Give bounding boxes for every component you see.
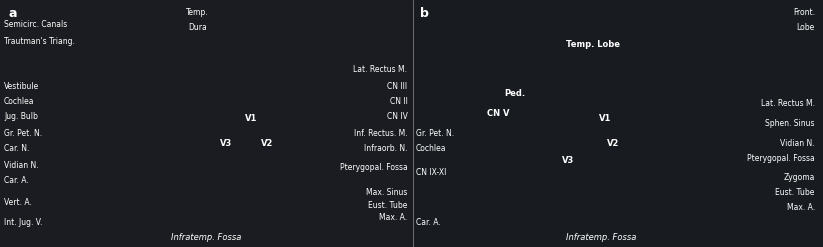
Text: CN III: CN III <box>388 82 407 91</box>
Text: Max. A.: Max. A. <box>379 213 407 222</box>
Text: V3: V3 <box>221 139 232 148</box>
Text: Car. A.: Car. A. <box>416 218 440 227</box>
Text: Gr. Pet. N.: Gr. Pet. N. <box>4 129 42 138</box>
Text: Int. Jug. V.: Int. Jug. V. <box>4 218 43 227</box>
Text: Temp.: Temp. <box>186 8 209 17</box>
Text: Eust. Tube: Eust. Tube <box>368 201 407 209</box>
Bar <box>0 0 413 247</box>
Text: V1: V1 <box>598 114 611 123</box>
Text: Pterygopal. Fossa: Pterygopal. Fossa <box>747 154 815 163</box>
Text: CN V: CN V <box>486 109 509 118</box>
Text: Trautman's Triang.: Trautman's Triang. <box>4 38 75 46</box>
Text: Max. A.: Max. A. <box>787 203 815 212</box>
Text: Infratemp. Fossa: Infratemp. Fossa <box>565 233 636 242</box>
Text: Sphen. Sinus: Sphen. Sinus <box>765 119 815 128</box>
Text: Cochlea: Cochlea <box>416 144 446 153</box>
Text: Lat. Rectus M.: Lat. Rectus M. <box>353 65 407 74</box>
Text: Max. Sinus: Max. Sinus <box>366 188 407 197</box>
Text: V2: V2 <box>607 139 620 148</box>
Text: CN II: CN II <box>389 97 407 106</box>
Text: Inf. Rectus. M.: Inf. Rectus. M. <box>354 129 407 138</box>
Text: Car. N.: Car. N. <box>4 144 30 153</box>
Text: Vidian N.: Vidian N. <box>780 139 815 148</box>
Text: Temp. Lobe: Temp. Lobe <box>565 40 620 49</box>
Text: a: a <box>8 7 16 21</box>
Text: Vestibule: Vestibule <box>4 82 40 91</box>
Text: Infratemp. Fossa: Infratemp. Fossa <box>170 233 241 242</box>
Text: Cochlea: Cochlea <box>4 97 35 106</box>
Text: Gr. Pet. N.: Gr. Pet. N. <box>416 129 453 138</box>
Text: CN IX-XI: CN IX-XI <box>416 168 446 177</box>
Text: Zygoma: Zygoma <box>783 173 815 182</box>
Text: Dura: Dura <box>188 23 207 32</box>
Text: b: b <box>420 7 429 21</box>
Text: V2: V2 <box>261 139 274 148</box>
Text: Lobe: Lobe <box>797 23 815 32</box>
Text: V3: V3 <box>562 156 574 165</box>
Text: Lat. Rectus M.: Lat. Rectus M. <box>760 99 815 108</box>
Text: Car. A.: Car. A. <box>4 176 29 185</box>
Text: V1: V1 <box>244 114 258 123</box>
Text: Vidian N.: Vidian N. <box>4 161 39 170</box>
Text: CN IV: CN IV <box>387 112 407 121</box>
Text: Ped.: Ped. <box>504 89 525 98</box>
Text: Front.: Front. <box>793 8 815 17</box>
Text: Vert. A.: Vert. A. <box>4 198 32 207</box>
Text: Jug. Bulb: Jug. Bulb <box>4 112 38 121</box>
Text: Pterygopal. Fossa: Pterygopal. Fossa <box>340 164 407 172</box>
Text: Eust. Tube: Eust. Tube <box>775 188 815 197</box>
Bar <box>413 0 823 247</box>
Text: Semicirc. Canals: Semicirc. Canals <box>4 20 67 29</box>
Text: Infraorb. N.: Infraorb. N. <box>364 144 407 153</box>
